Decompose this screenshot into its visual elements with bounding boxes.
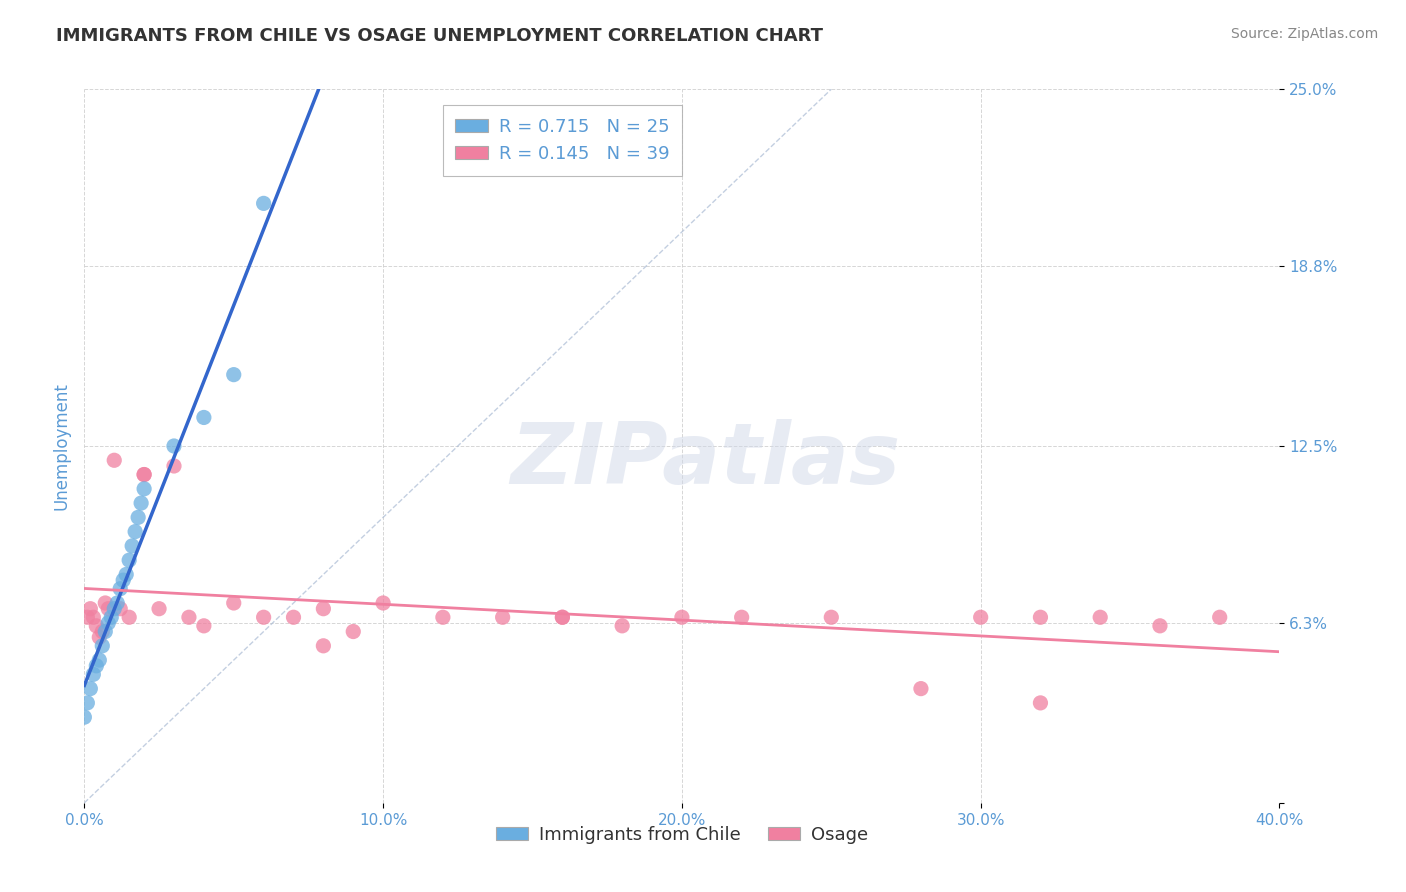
Text: ZIPatlas: ZIPatlas (510, 418, 901, 502)
Point (97, 601, 120, 615)
Point (253, 196, 276, 211)
Point (163, 458, 186, 473)
Point (86, 619, 108, 633)
Point (283, 610, 305, 624)
Point (73, 710, 96, 724)
Point (97, 615, 120, 630)
Point (1090, 610, 1112, 624)
Point (1209, 610, 1232, 624)
Point (79, 681, 101, 696)
Point (132, 482, 156, 496)
Point (312, 639, 335, 653)
Point (110, 582, 132, 596)
Point (79, 601, 101, 615)
Point (373, 596, 395, 610)
Point (177, 610, 200, 624)
Point (103, 601, 125, 615)
Point (121, 539, 143, 553)
Text: Source: ZipAtlas.com: Source: ZipAtlas.com (1230, 27, 1378, 41)
Point (1149, 619, 1171, 633)
Point (193, 619, 215, 633)
Point (193, 410, 215, 425)
Point (551, 610, 574, 624)
Point (103, 453, 125, 467)
Point (76, 696, 98, 710)
Point (124, 524, 146, 539)
Point (112, 573, 135, 587)
Legend: Immigrants from Chile, Osage: Immigrants from Chile, Osage (488, 819, 876, 851)
Point (91, 639, 114, 653)
Point (492, 610, 515, 624)
Point (82, 667, 104, 681)
Point (432, 610, 454, 624)
Point (612, 619, 634, 633)
Point (118, 553, 141, 567)
Point (100, 610, 122, 624)
Point (970, 610, 993, 624)
Point (342, 624, 364, 639)
Point (129, 496, 152, 510)
Point (253, 610, 276, 624)
Point (132, 467, 156, 482)
Point (163, 439, 186, 453)
Point (115, 567, 138, 582)
Point (86, 658, 108, 673)
Point (820, 610, 842, 624)
Point (148, 601, 170, 615)
Point (910, 681, 932, 696)
Y-axis label: Unemployment: Unemployment (52, 382, 70, 510)
Point (1029, 610, 1052, 624)
Point (312, 601, 335, 615)
Point (731, 610, 754, 624)
Point (82, 610, 104, 624)
Point (1029, 696, 1052, 710)
Point (671, 610, 693, 624)
Point (89, 653, 111, 667)
Point (94, 624, 117, 639)
Point (89, 630, 111, 644)
Point (76, 610, 98, 624)
Point (222, 596, 245, 610)
Point (132, 467, 156, 482)
Point (222, 368, 245, 382)
Point (105, 596, 128, 610)
Point (94, 596, 117, 610)
Point (118, 610, 141, 624)
Point (91, 624, 114, 639)
Point (127, 510, 149, 524)
Point (551, 610, 574, 624)
Text: IMMIGRANTS FROM CHILE VS OSAGE UNEMPLOYMENT CORRELATION CHART: IMMIGRANTS FROM CHILE VS OSAGE UNEMPLOYM… (56, 27, 824, 45)
Point (110, 601, 132, 615)
